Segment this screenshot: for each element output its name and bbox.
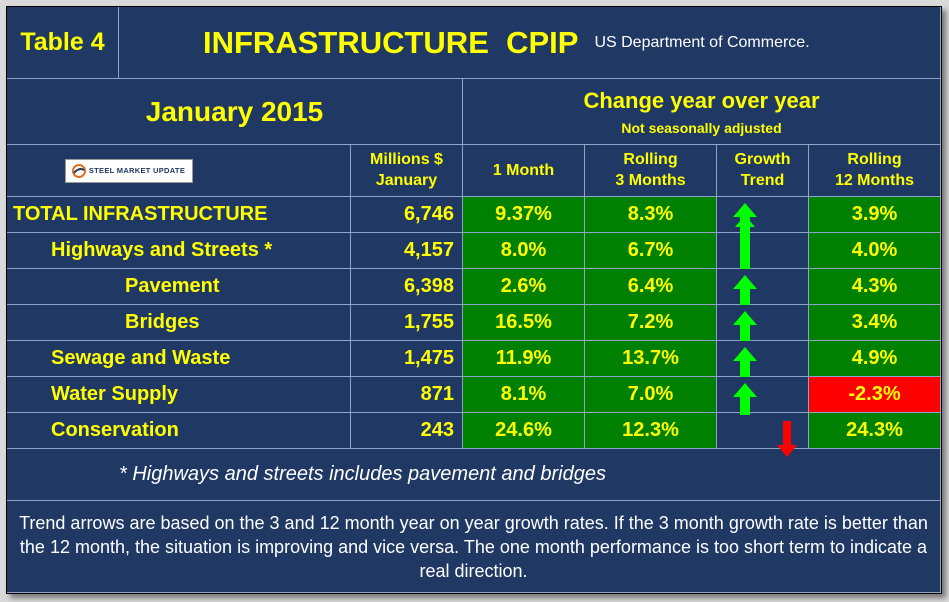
col-rolling12-line1: Rolling — [847, 151, 902, 168]
table-row-trend — [717, 413, 809, 449]
table-row-trend — [717, 269, 809, 305]
table-row-millions: 4,157 — [351, 233, 463, 269]
col-millions: Millions $ January — [351, 145, 463, 197]
table-row-rolling3: 7.0% — [585, 377, 717, 413]
col-one-month-label: 1 Month — [492, 161, 555, 179]
col-trend: Growth Trend — [717, 145, 809, 197]
up-arrow-icon — [733, 383, 757, 415]
table-row-label: Water Supply — [7, 377, 351, 413]
up-arrow-icon — [733, 203, 757, 269]
table-label: Table 4 — [20, 28, 105, 56]
change-heading: Change year over year — [583, 88, 820, 113]
col-rolling12-line2: 12 Months — [834, 172, 915, 189]
table-row-rolling3: 6.7% — [585, 233, 717, 269]
footnote-cell: * Highways and streets includes pavement… — [7, 449, 941, 501]
col-rolling3-line2: 3 Months — [615, 172, 686, 189]
table-label-cell: Table 4 — [7, 7, 119, 79]
table-row-one-month: 11.9% — [463, 341, 585, 377]
table-row-rolling3: 12.3% — [585, 413, 717, 449]
up-arrow-icon — [733, 347, 757, 377]
table-row-one-month: 2.6% — [463, 269, 585, 305]
logo-text: STEEL MARKET UPDATE — [88, 166, 186, 175]
table-row-rolling12: 3.9% — [809, 197, 941, 233]
col-one-month: 1 Month — [463, 145, 585, 197]
explanation-cell: Trend arrows are based on the 3 and 12 m… — [7, 501, 941, 593]
logo-cell: STEEL MARKET UPDATE — [7, 145, 351, 197]
table-row-label: Bridges — [7, 305, 351, 341]
table-row-rolling3: 8.3% — [585, 197, 717, 233]
table-row-label: Conservation — [7, 413, 351, 449]
table-row-label: Sewage and Waste — [7, 341, 351, 377]
table-row-one-month: 16.5% — [463, 305, 585, 341]
table-row-millions: 6,746 — [351, 197, 463, 233]
table-row-trend — [717, 341, 809, 377]
trend-arrows — [733, 203, 797, 457]
table-row-trend — [717, 377, 809, 413]
table-row-trend — [717, 197, 809, 233]
table-row-millions: 1,475 — [351, 341, 463, 377]
col-rolling12: Rolling 12 Months — [809, 145, 941, 197]
source-note: US Department of Commerce. — [594, 33, 810, 51]
col-millions-line1: Millions $ — [370, 151, 443, 168]
table-row-millions: 243 — [351, 413, 463, 449]
footnote: * Highways and streets includes pavement… — [119, 463, 606, 485]
period-label: January 2015 — [145, 95, 324, 127]
nsa-note: Not seasonally adjusted — [621, 120, 782, 136]
title-cell: INFRASTRUCTURE CPIP US Department of Com… — [119, 7, 941, 79]
col-rolling3-line1: Rolling — [623, 151, 678, 168]
table-row-rolling3: 13.7% — [585, 341, 717, 377]
table-row-rolling12: 3.4% — [809, 305, 941, 341]
table-row-rolling12: 4.9% — [809, 341, 941, 377]
col-millions-line2: January — [375, 172, 438, 189]
table-row-one-month: 8.1% — [463, 377, 585, 413]
table-row-one-month: 24.6% — [463, 413, 585, 449]
up-arrow-icon — [733, 311, 757, 341]
up-arrow-icon — [733, 275, 757, 305]
table-row-trend — [717, 305, 809, 341]
table-row-millions: 6,398 — [351, 269, 463, 305]
col-rolling3: Rolling 3 Months — [585, 145, 717, 197]
table-row-rolling12: 4.0% — [809, 233, 941, 269]
down-arrow-icon — [777, 421, 797, 457]
page-title: INFRASTRUCTURE CPIP — [203, 24, 579, 60]
swoosh-icon — [71, 163, 86, 178]
table-frame: Table 4 INFRASTRUCTURE CPIP US Departmen… — [6, 6, 942, 594]
table-row-rolling12: -2.3% — [809, 377, 941, 413]
table-row-rolling12: 4.3% — [809, 269, 941, 305]
table-row-millions: 871 — [351, 377, 463, 413]
change-heading-cell: Change year over year Not seasonally adj… — [463, 79, 941, 145]
col-trend-line2: Trend — [740, 172, 785, 189]
table-row-rolling12: 24.3% — [809, 413, 941, 449]
table-row-millions: 1,755 — [351, 305, 463, 341]
table-row-one-month: 9.37% — [463, 197, 585, 233]
table-row-trend — [717, 233, 809, 269]
explanation-text: Trend arrows are based on the 3 and 12 m… — [19, 512, 928, 581]
table-row-label: Highways and Streets * — [7, 233, 351, 269]
table-row-rolling3: 6.4% — [585, 269, 717, 305]
steel-market-update-logo: STEEL MARKET UPDATE — [64, 158, 193, 183]
table-row-rolling3: 7.2% — [585, 305, 717, 341]
table-row-label: Pavement — [7, 269, 351, 305]
period-cell: January 2015 — [7, 79, 463, 145]
table-row-label: TOTAL INFRASTRUCTURE — [7, 197, 351, 233]
col-trend-line1: Growth — [734, 151, 791, 168]
table-row-one-month: 8.0% — [463, 233, 585, 269]
